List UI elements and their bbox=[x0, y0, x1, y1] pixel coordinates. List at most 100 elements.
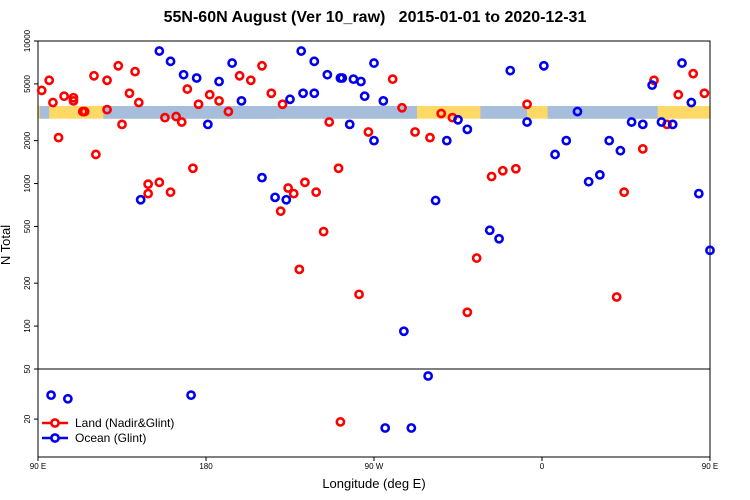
land-point bbox=[90, 149, 101, 160]
land-point bbox=[154, 177, 165, 188]
ocean-point bbox=[561, 135, 572, 146]
land-point bbox=[234, 70, 245, 81]
ocean-point bbox=[236, 95, 247, 106]
land-point bbox=[497, 165, 508, 176]
ocean-point bbox=[647, 80, 658, 91]
land-point bbox=[176, 117, 187, 127]
landmask-band-ocean bbox=[39, 105, 50, 119]
ocean-point bbox=[667, 119, 678, 130]
y-tick-label: 5000 bbox=[23, 74, 32, 92]
land-point bbox=[193, 99, 204, 110]
land-point bbox=[283, 183, 294, 193]
land-point bbox=[436, 108, 447, 119]
legend-marker bbox=[50, 433, 60, 443]
ocean-point bbox=[348, 74, 359, 85]
x-tick-label: 90 W bbox=[365, 462, 384, 471]
land-point bbox=[44, 75, 55, 86]
ocean-point bbox=[572, 106, 583, 117]
y-tick-label: 500 bbox=[23, 219, 32, 233]
ocean-point bbox=[309, 56, 320, 67]
land-point bbox=[68, 92, 79, 103]
ocean-point bbox=[705, 245, 715, 256]
ocean-point bbox=[270, 192, 280, 203]
land-point bbox=[275, 206, 286, 217]
land-point bbox=[102, 104, 112, 115]
land-point bbox=[117, 119, 127, 130]
land-point bbox=[245, 75, 256, 86]
land-point bbox=[182, 84, 193, 94]
land-point bbox=[619, 187, 630, 198]
ocean-point bbox=[615, 145, 626, 156]
land-point bbox=[333, 163, 344, 174]
y-tick-label: 200 bbox=[23, 276, 32, 290]
ocean-point bbox=[191, 73, 202, 83]
y-tick-label: 2000 bbox=[23, 131, 32, 149]
land-point bbox=[214, 95, 224, 106]
land-point bbox=[637, 144, 648, 154]
x-tick-label: 90 E bbox=[30, 462, 46, 471]
ocean-point bbox=[344, 119, 355, 130]
land-point bbox=[277, 99, 288, 110]
land-point bbox=[688, 68, 699, 79]
ocean-point bbox=[335, 73, 346, 83]
land-point bbox=[318, 226, 329, 237]
ocean-point bbox=[656, 117, 667, 127]
ocean-point bbox=[538, 60, 549, 71]
ocean-point bbox=[626, 117, 637, 127]
y-tick-label: 100 bbox=[23, 319, 32, 333]
ocean-point bbox=[296, 46, 307, 56]
ocean-point bbox=[398, 326, 409, 337]
land-point bbox=[288, 188, 299, 199]
ocean-point bbox=[62, 393, 73, 404]
plot-frame bbox=[37, 40, 711, 458]
land-point bbox=[486, 171, 497, 182]
land-point bbox=[673, 89, 684, 100]
ocean-point bbox=[583, 176, 594, 187]
land-point bbox=[510, 163, 521, 174]
ocean-point bbox=[202, 119, 213, 130]
x-tick-label: 0 bbox=[540, 462, 545, 471]
land-point bbox=[300, 177, 310, 188]
y-tick-label: 10000 bbox=[23, 29, 32, 52]
land-point bbox=[130, 66, 140, 77]
chart-title: 55N-60N August (Ver 10_raw) 2015-01-01 t… bbox=[163, 9, 587, 26]
legend-label: Ocean (Glint) bbox=[75, 431, 146, 445]
land-point bbox=[79, 106, 90, 117]
ocean-point bbox=[686, 97, 697, 108]
ocean-point bbox=[227, 58, 238, 68]
land-point bbox=[611, 292, 622, 302]
land-point bbox=[204, 89, 215, 100]
land-point bbox=[124, 88, 135, 99]
ocean-point bbox=[165, 56, 176, 67]
ocean-point bbox=[423, 371, 434, 381]
y-tick-label: 50 bbox=[23, 364, 32, 373]
ocean-point bbox=[594, 169, 605, 180]
land-point bbox=[143, 188, 154, 199]
landmask-band-ocean bbox=[547, 105, 658, 119]
ocean-point bbox=[693, 188, 704, 199]
landmask-band-ocean bbox=[480, 105, 528, 119]
land-point bbox=[59, 91, 70, 102]
land-point bbox=[324, 117, 335, 127]
land-point bbox=[160, 112, 170, 123]
ocean-point bbox=[637, 119, 648, 130]
land-point bbox=[53, 132, 64, 143]
ocean-point bbox=[604, 135, 615, 146]
land-point bbox=[48, 97, 58, 108]
land-point bbox=[387, 74, 398, 85]
ocean-point bbox=[285, 94, 295, 105]
ocean-point bbox=[522, 117, 532, 127]
ocean-point bbox=[356, 76, 366, 87]
land-point bbox=[699, 88, 710, 99]
land-point bbox=[188, 163, 198, 174]
ocean-point bbox=[378, 95, 389, 106]
ocean-point bbox=[186, 390, 196, 401]
land-point bbox=[335, 417, 346, 427]
landmask-band-ocean bbox=[318, 105, 417, 119]
land-point bbox=[363, 127, 374, 137]
ocean-point bbox=[453, 114, 463, 125]
land-point bbox=[266, 88, 277, 99]
ocean-point bbox=[505, 65, 516, 76]
ocean-point bbox=[369, 58, 379, 68]
